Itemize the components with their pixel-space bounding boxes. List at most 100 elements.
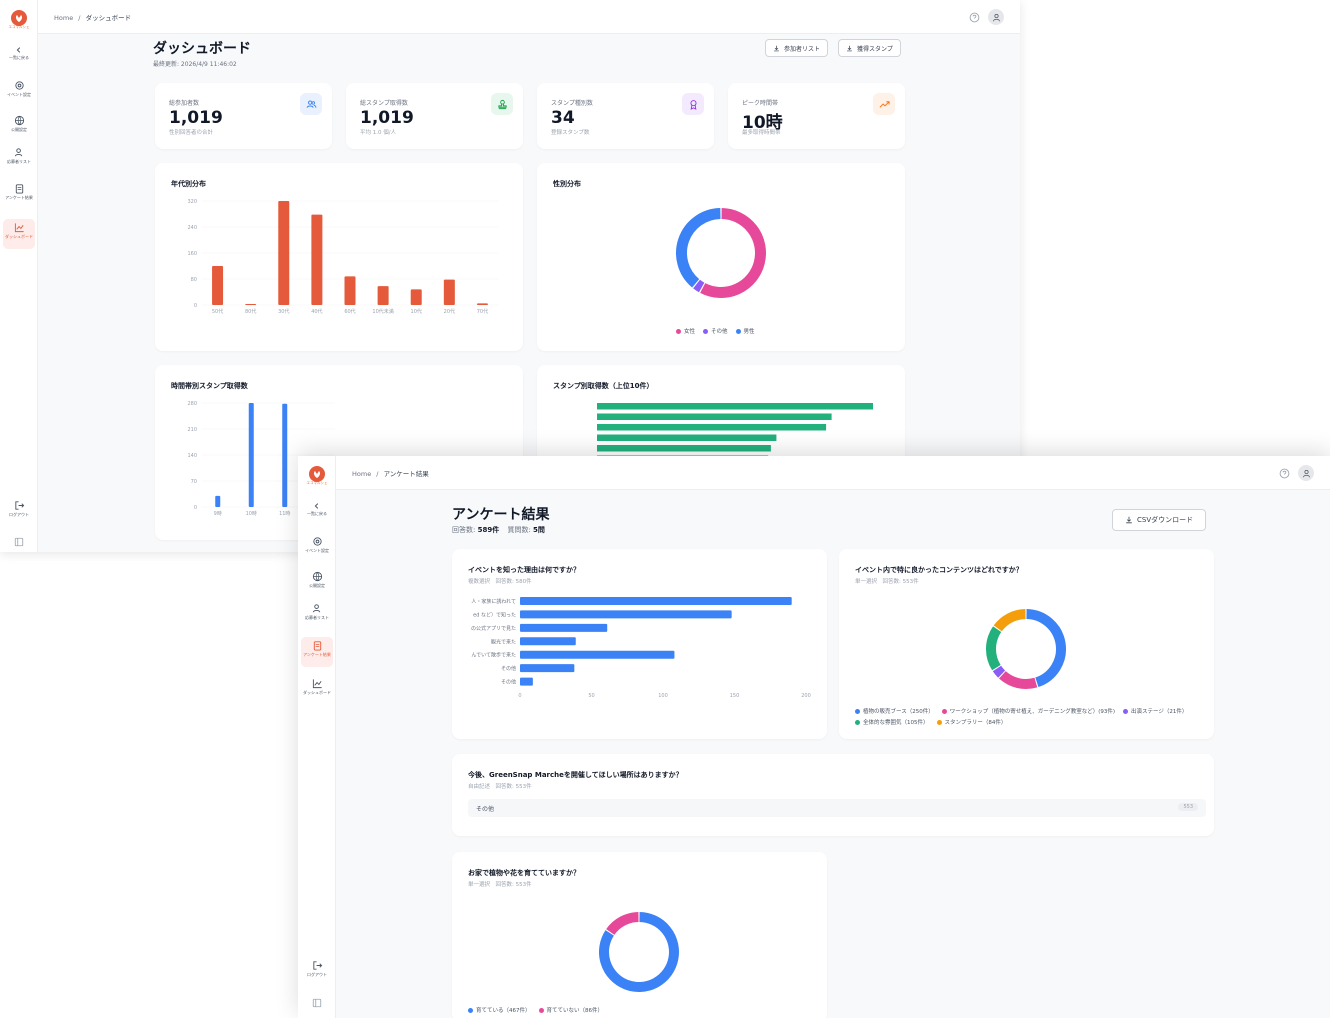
sidebar-item-label: ダッシュボード — [5, 234, 33, 239]
legend-label: 男性 — [743, 329, 755, 335]
sidebar-item-label: ログアウト — [307, 972, 327, 977]
users-icon — [312, 604, 320, 613]
bar — [520, 610, 732, 619]
legend-label: スタンプラリー（84件） — [944, 720, 1007, 726]
legend-label: 女性 — [684, 329, 696, 335]
bar — [215, 495, 221, 507]
bar — [520, 664, 575, 673]
stat-sub: 最多取得時間帯 — [742, 130, 781, 136]
y-tick-label: 人・家族に誘われて — [471, 598, 516, 605]
stat-sub: 性別回答者の合計 — [169, 130, 214, 136]
y-tick-label: ed など）で知った — [473, 611, 516, 618]
breadcrumb-home[interactable]: Home — [352, 470, 372, 478]
x-tick-label: 50 — [588, 693, 594, 699]
donut-slice — [676, 208, 721, 288]
stat-label: ピーク時間帯 — [742, 100, 779, 107]
user-icon — [1302, 469, 1310, 477]
x-tick-label: 50代 — [212, 308, 223, 315]
user-icon — [992, 13, 1000, 21]
sidebar-item-label: 一覧に戻る — [9, 55, 29, 60]
bar — [344, 276, 356, 305]
legend-label: 全体的な雰囲気（105件） — [863, 720, 929, 726]
bar — [377, 286, 389, 305]
bar — [597, 445, 771, 452]
user-avatar-button[interactable] — [988, 9, 1004, 25]
survey-window: エコマルシェ 一覧に戻る イベント設定 公開設定 応募者リスト アンケート結果 … — [298, 456, 1330, 1018]
app-logo[interactable] — [11, 10, 27, 26]
x-tick-label: 0 — [518, 693, 521, 699]
breadcrumb-current: ダッシュボード — [85, 14, 132, 22]
bar — [278, 201, 290, 305]
sidebar-item-applicants[interactable]: 応募者リスト — [301, 603, 333, 620]
y-tick-label: その他 — [501, 679, 516, 686]
x-tick-label: 10代未満 — [372, 308, 393, 315]
stamps-button[interactable]: 獲得スタンプ — [838, 39, 901, 57]
bar — [311, 214, 323, 305]
sidebar-item-label: 公開設定 — [309, 583, 325, 588]
stat-value: 1,019 — [169, 108, 223, 128]
stat-value: 34 — [551, 108, 575, 128]
q4-legend: 育てている（467件） 育てていない（86件） — [468, 1006, 603, 1014]
legend-swatch — [468, 1007, 473, 1013]
line-chart-icon — [14, 223, 24, 233]
y-tick-label: 210 — [187, 427, 197, 433]
bar — [245, 304, 257, 305]
sidebar-item-public-settings[interactable]: 公開設定 — [3, 115, 35, 132]
sidebar-item-back[interactable]: 一覧に戻る — [3, 46, 35, 60]
y-tick-label: 160 — [187, 251, 197, 257]
y-tick-label: 0 — [194, 303, 197, 309]
q2-legend: 植物の販売ブース（250件） ワークショップ（植物の寄せ植え、ガーデニング教室な… — [855, 707, 1205, 726]
y-tick-label: その他 — [501, 665, 516, 672]
bar — [520, 637, 576, 646]
donut-slice — [693, 279, 705, 293]
stat-sub: 平均 1.0 個/人 — [360, 130, 397, 136]
sidebar-item-logout[interactable]: ログアウト — [301, 960, 333, 977]
download-icon — [1126, 516, 1132, 524]
sidebar-item-event-settings[interactable]: イベント設定 — [301, 536, 333, 553]
x-tick-label: 200 — [801, 693, 811, 699]
x-tick-label: 11時 — [279, 511, 290, 517]
chevron-left-icon — [314, 503, 319, 509]
donut-slice — [599, 912, 679, 992]
sidebar-item-label: 応募者リスト — [7, 159, 31, 164]
csv-download-button[interactable]: CSVダウンロード — [1112, 509, 1207, 531]
sidebar-item-survey[interactable]: アンケート結果 — [3, 183, 35, 200]
sidebar-item-back[interactable]: 一覧に戻る — [301, 502, 333, 516]
user-avatar-button[interactable] — [1298, 465, 1314, 481]
stat-card-total-stamps: 総スタンプ取得数 1,019 平均 1.0 個/人 — [346, 83, 523, 149]
chart-title: 時間帯別スタンプ取得数 — [171, 382, 248, 390]
y-tick-label: 観光で来た — [491, 638, 516, 645]
sidebar-item-applicants[interactable]: 応募者リスト — [3, 147, 35, 164]
sidebar-item-survey[interactable]: アンケート結果 — [301, 637, 333, 667]
globe-icon — [14, 115, 24, 126]
donut-slice — [999, 670, 1038, 689]
sidebar-item-dashboard[interactable]: ダッシュボード — [301, 678, 333, 695]
question-meta: 複数選択 回答数: 580件 — [468, 579, 532, 585]
sidebar-collapse-toggle[interactable] — [301, 998, 333, 1009]
legend-item: 出演ステージ（21件） — [1123, 707, 1187, 715]
participants-list-button[interactable]: 参加者リスト — [765, 39, 829, 57]
logo-text: エコマルシェ — [306, 481, 328, 485]
legend-swatch — [1123, 708, 1129, 714]
sidebar-item-dashboard[interactable]: ダッシュボード — [3, 219, 35, 249]
stat-label: 総参加者数 — [169, 100, 200, 107]
app-logo[interactable] — [309, 466, 325, 482]
logo-text: エコマルシェ — [8, 25, 30, 29]
breadcrumb-home[interactable]: Home — [54, 14, 74, 22]
sidebar-item-event-settings[interactable]: イベント設定 — [3, 80, 35, 97]
legend-item: 全体的な雰囲気（105件） — [855, 718, 929, 726]
sidebar-collapse-toggle[interactable] — [3, 537, 35, 548]
sidebar-item-logout[interactable]: ログアウト — [3, 500, 35, 517]
legend-label: ワークショップ（植物の寄せ植え、ガーデニング教室など）(93件) — [949, 709, 1116, 715]
question-meta: 単一選択 回答数: 553件 — [468, 882, 532, 888]
help-icon[interactable] — [1279, 468, 1290, 479]
help-icon[interactable] — [969, 12, 980, 23]
stat-sub: 登録スタンプ数 — [551, 130, 590, 136]
sidebar-item-public-settings[interactable]: 公開設定 — [301, 571, 333, 588]
bar — [597, 403, 873, 410]
sidebar-item-label: アンケート結果 — [5, 195, 33, 200]
sidebar: エコマルシェ 一覧に戻る イベント設定 公開設定 応募者リスト アンケート結果 … — [298, 456, 336, 1018]
stat-card-stamp-types: スタンプ種別数 34 登録スタンプ数 — [537, 83, 714, 149]
question-card-q2: イベント内で特に良かったコンテンツはどれですか？ 単一選択 回答数: 553件 … — [839, 549, 1214, 739]
question-title: お家で植物や花を育てていますか？ — [468, 869, 580, 877]
